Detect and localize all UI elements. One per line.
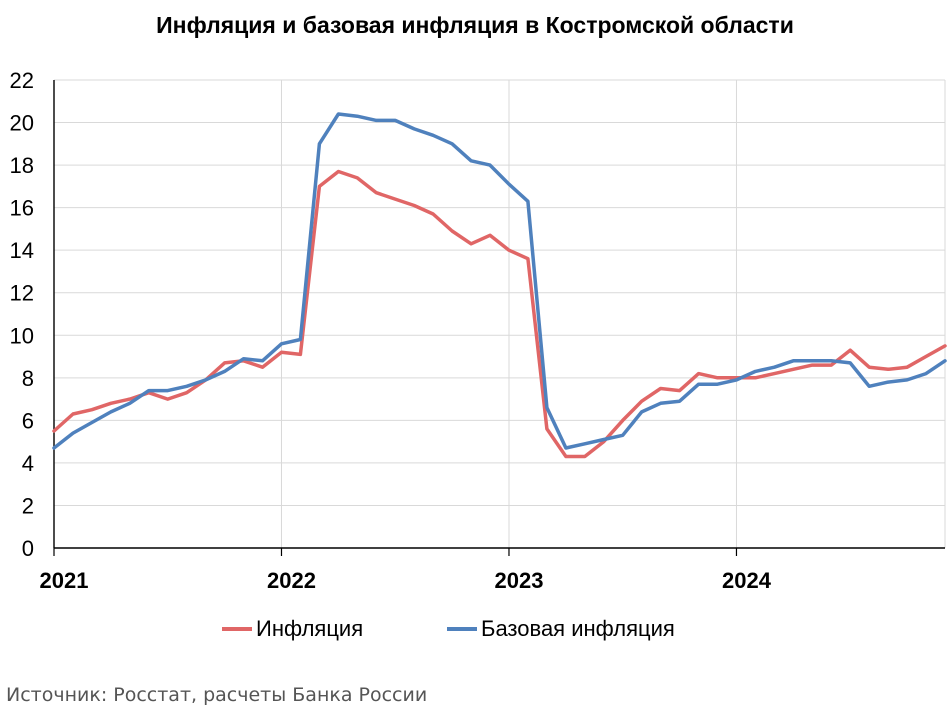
axes (53, 80, 945, 556)
chart-title: Инфляция и базовая инфляция в Костромско… (156, 12, 794, 38)
legend-swatch-inflation (222, 627, 252, 631)
legend-item-inflation: Инфляция (222, 616, 363, 642)
series-line-core-inflation (52, 112, 947, 450)
legend-label-core-inflation: Базовая инфляция (481, 616, 675, 641)
legend-swatch-core-inflation (447, 627, 477, 631)
y-tick-label: 12 (10, 281, 34, 306)
y-tick-label: 4 (22, 451, 34, 476)
source-note: Источник: Росстат, расчеты Банка России (6, 684, 428, 706)
x-tick-labels: 2021 2022 2023 2024 (40, 568, 772, 593)
y-tick-label: 8 (22, 366, 34, 391)
series-line-inflation (52, 169, 947, 459)
y-tick-label: 18 (10, 153, 34, 178)
grid-lines (54, 79, 946, 548)
y-tick-label: 6 (22, 408, 34, 433)
x-tick-label: 2023 (495, 568, 544, 593)
legend: Инфляция Базовая инфляция (0, 616, 950, 646)
legend-label-inflation: Инфляция (256, 616, 364, 641)
y-tick-label: 0 (22, 536, 34, 561)
series-lines (52, 112, 947, 459)
x-tick-label: 2021 (40, 568, 89, 593)
y-tick-label: 10 (10, 323, 34, 348)
x-tick-label: 2022 (267, 568, 316, 593)
y-tick-label: 22 (10, 68, 34, 93)
y-tick-label: 16 (10, 196, 34, 221)
y-tick-label: 2 (22, 493, 34, 518)
y-tick-label: 20 (10, 111, 34, 136)
legend-item-core-inflation: Базовая инфляция (447, 616, 675, 642)
x-tick-label: 2024 (722, 568, 772, 593)
y-tick-label: 14 (10, 238, 34, 263)
y-tick-labels: 0 2 4 6 8 10 12 14 16 18 20 22 (10, 68, 34, 561)
